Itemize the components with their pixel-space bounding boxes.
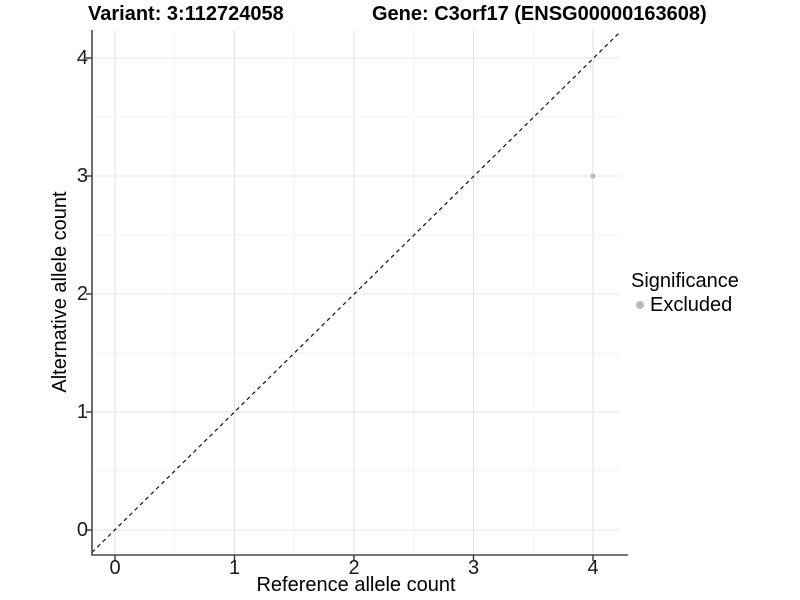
y-tick-label-4: 4	[76, 47, 88, 69]
x-axis-title: Reference allele count	[256, 574, 456, 596]
x-tick-label-3: 3	[467, 557, 480, 579]
variant-title: Variant: 3:112724058	[88, 3, 284, 25]
x-tick-label-4: 4	[587, 557, 599, 579]
legend-entry-excluded: Excluded	[631, 294, 739, 316]
y-tick-label-1: 1	[76, 401, 88, 423]
legend-entry-label: Excluded	[650, 294, 733, 316]
plot-panel	[86, 30, 628, 561]
data-point	[590, 173, 596, 179]
excluded-point-icon	[636, 301, 644, 309]
y-tick-label-2: 2	[76, 283, 88, 305]
x-tick-label-1: 1	[228, 557, 241, 579]
legend-title: Significance	[631, 270, 739, 292]
x-tick-label-2: 2	[348, 557, 360, 579]
identity-line	[91, 31, 621, 553]
legend: Significance Excluded	[631, 270, 739, 316]
y-tick-label-0: 0	[76, 519, 88, 541]
gene-title: Gene: C3orf17 (ENSG00000163608)	[372, 3, 707, 25]
x-tick-label-0: 0	[109, 557, 121, 579]
y-axis-title: Alternative allele count	[49, 191, 71, 393]
y-tick-label-3: 3	[76, 165, 88, 187]
